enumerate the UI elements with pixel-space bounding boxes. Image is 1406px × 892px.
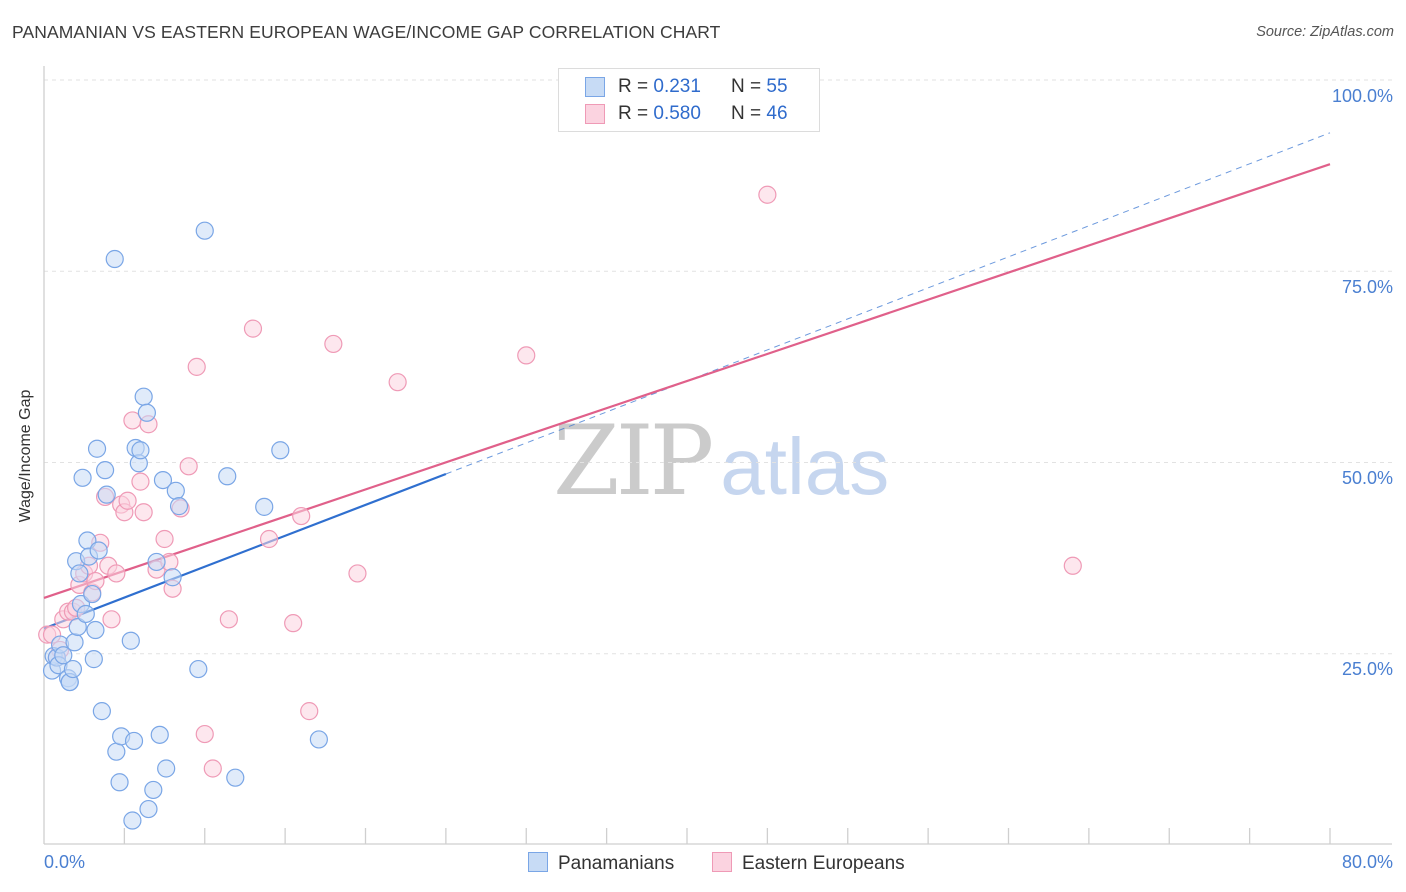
data-point-panamanians (121, 631, 140, 650)
axes (43, 66, 1392, 845)
data-point-eastern-europeans (259, 529, 279, 549)
legend-label-panamanians: Panamanians (558, 853, 675, 874)
data-point-eastern-europeans (118, 491, 137, 510)
data-point-panamanians (157, 759, 176, 778)
data-point-panamanians (73, 468, 92, 487)
watermark: ZIP atlas (553, 405, 889, 517)
trend-lines (43, 132, 1331, 630)
y-tick-label-75: 75.0% (1341, 277, 1393, 297)
legend-r-label: R = (618, 76, 649, 97)
y-axis-label: Wage/Income Gap (17, 389, 34, 523)
data-point-eastern-europeans (131, 472, 150, 491)
data-point-panamanians (76, 604, 95, 624)
data-point-eastern-europeans (1063, 556, 1082, 575)
data-point-panamanians (95, 461, 115, 480)
data-point-panamanians (195, 221, 214, 240)
data-point-panamanians (218, 467, 237, 486)
legend-swatch-pink (712, 852, 732, 872)
data-point-eastern-europeans (284, 614, 303, 633)
legend-label-eastern-europeans: Eastern Europeans (742, 853, 905, 874)
data-point-panamanians (226, 768, 245, 787)
watermark-zip: ZIP (553, 405, 714, 517)
legend-r-value: 0.580 (653, 103, 701, 124)
legend-n-label: N = (731, 76, 762, 97)
legend-n-label: N = (731, 103, 762, 124)
legend-swatch-pink (585, 104, 605, 124)
legend-item-panamanians: Panamanians (528, 852, 674, 875)
data-point-panamanians (110, 773, 129, 792)
data-point-panamanians (255, 497, 274, 516)
data-point-eastern-europeans (102, 610, 121, 629)
chart-title: PANAMANIAN VS EASTERN EUROPEAN WAGE/INCO… (12, 22, 721, 42)
watermark-atlas: atlas (720, 422, 890, 511)
legend-swatch-blue (585, 77, 605, 97)
data-point-panamanians (153, 470, 173, 490)
data-point-panamanians (271, 441, 290, 460)
legend-item-eastern-europeans: Eastern Europeans (712, 852, 905, 875)
gridlines (44, 79, 1392, 655)
x-tick-label-max: 80.0% (1341, 852, 1393, 872)
data-point-panamanians (83, 584, 102, 604)
data-point-eastern-europeans (324, 334, 343, 354)
data-point-eastern-europeans (758, 185, 777, 204)
data-point-eastern-europeans (219, 610, 238, 629)
data-point-eastern-europeans (300, 702, 319, 721)
data-point-panamanians (150, 725, 169, 744)
data-point-panamanians (134, 387, 153, 406)
data-point-panamanians (97, 485, 116, 504)
data-point-eastern-europeans (187, 357, 206, 376)
data-point-panamanians (87, 439, 107, 458)
data-point-eastern-europeans (195, 724, 214, 744)
trend-line-panamanians (43, 472, 447, 630)
data-points (38, 185, 1082, 830)
data-point-panamanians (166, 481, 185, 500)
data-point-eastern-europeans (388, 373, 407, 392)
data-point-panamanians (169, 497, 189, 516)
data-point-eastern-europeans (348, 564, 367, 583)
data-point-panamanians (54, 646, 73, 665)
data-point-panamanians (131, 441, 150, 460)
data-point-eastern-europeans (517, 346, 536, 365)
data-point-panamanians (70, 564, 89, 583)
data-point-eastern-europeans (134, 503, 153, 522)
data-point-panamanians (89, 541, 108, 560)
data-point-eastern-europeans (203, 759, 222, 778)
data-point-panamanians (139, 799, 158, 819)
x-tick-label-min: 0.0% (44, 852, 86, 872)
data-point-eastern-europeans (107, 564, 126, 583)
trend-line-extension (445, 132, 1331, 475)
trend-line-eastern-europeans (43, 163, 1331, 599)
stats-legend: R = 0.231 N = 55 R = 0.580 N = 46 (558, 68, 820, 132)
legend-swatch-blue (528, 852, 548, 872)
data-point-panamanians (84, 650, 103, 669)
y-tick-label-50: 50.0% (1341, 468, 1393, 488)
data-point-panamanians (124, 731, 144, 751)
data-point-panamanians (63, 659, 83, 679)
data-point-eastern-europeans (292, 506, 311, 526)
data-point-panamanians (147, 552, 166, 572)
data-point-panamanians (123, 811, 142, 830)
data-point-panamanians (107, 742, 126, 761)
source-label: Source: ZipAtlas.com (1256, 24, 1394, 40)
data-point-panamanians (137, 403, 156, 422)
legend-n-value: 55 (766, 76, 788, 97)
legend-r-value: 0.231 (653, 76, 701, 97)
data-point-panamanians (105, 249, 124, 269)
data-point-eastern-europeans (243, 319, 263, 338)
data-point-eastern-europeans (155, 529, 174, 549)
data-point-panamanians (86, 620, 105, 640)
y-tick-label-25: 25.0% (1341, 659, 1393, 679)
legend-n-value: 46 (766, 103, 788, 124)
data-point-panamanians (92, 702, 111, 721)
y-tick-label-100: 100.0% (1331, 86, 1393, 106)
data-point-panamanians (144, 780, 163, 800)
data-point-panamanians (309, 730, 328, 749)
data-point-panamanians (65, 633, 84, 652)
data-point-panamanians (68, 617, 87, 637)
data-point-eastern-europeans (179, 457, 198, 476)
legend-r-label: R = (618, 103, 649, 124)
data-point-panamanians (163, 568, 182, 587)
data-point-panamanians (189, 659, 208, 679)
